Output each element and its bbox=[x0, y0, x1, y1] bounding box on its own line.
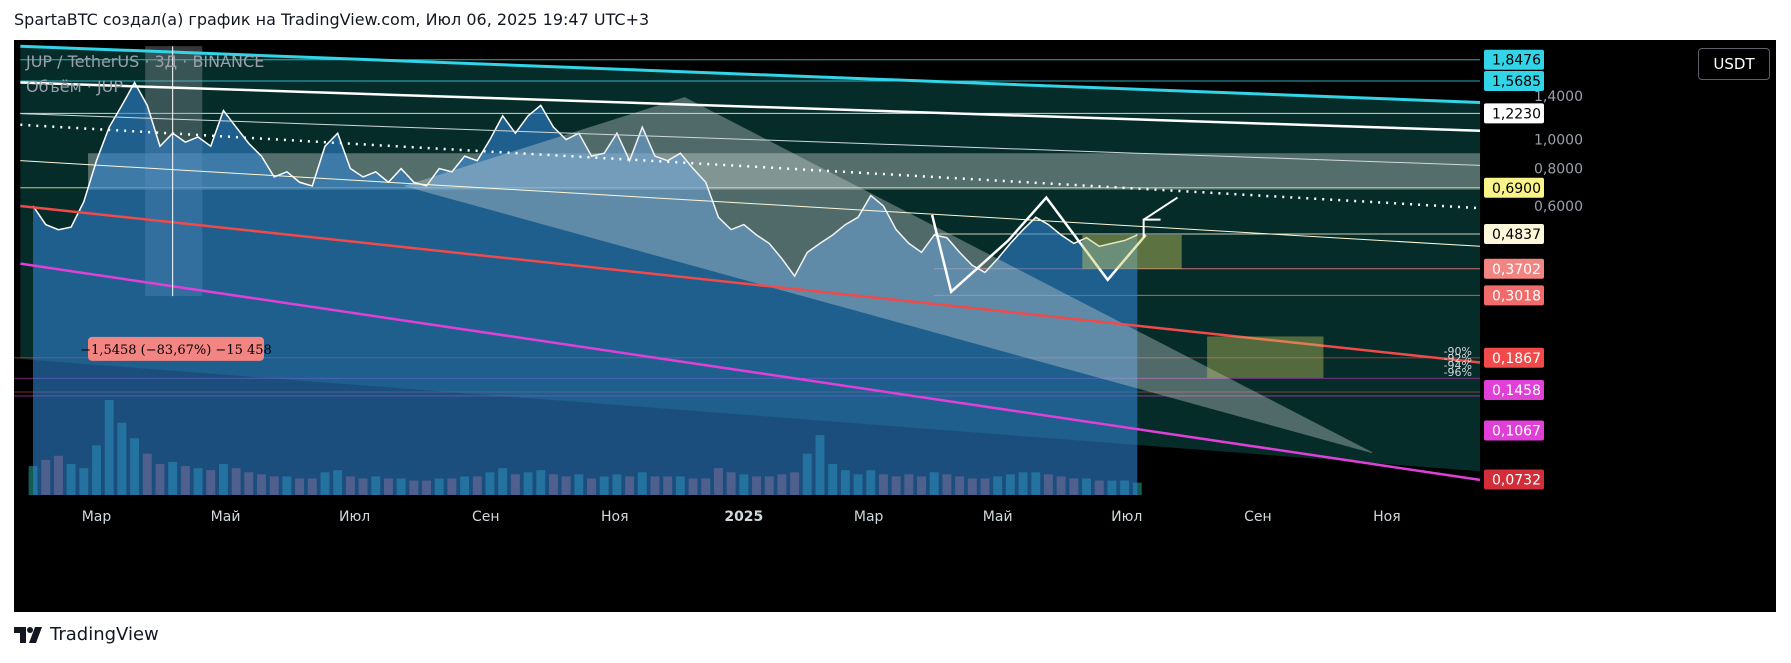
x-tick-label: Июл bbox=[1111, 509, 1142, 525]
price-label-bg bbox=[1484, 420, 1544, 441]
price-label-bg bbox=[1484, 379, 1544, 400]
price-label: 0,1867 bbox=[1492, 351, 1541, 367]
breakout-box bbox=[1082, 234, 1182, 269]
y-tick-label: 0,6000 bbox=[1534, 199, 1583, 215]
x-tick-label: Сен bbox=[1244, 509, 1272, 525]
arrow-shaft bbox=[1143, 196, 1179, 221]
tradingview-footer[interactable]: TradingView bbox=[14, 624, 159, 645]
chart-attribution: SpartaBTC создал(а) график на TradingVie… bbox=[14, 10, 650, 29]
fib-label: -92% bbox=[1444, 352, 1472, 365]
w-pattern bbox=[930, 195, 1147, 295]
price-label: 1,5685 bbox=[1492, 74, 1541, 90]
x-tick-label: Ноя bbox=[601, 509, 629, 525]
magenta-trendline bbox=[20, 262, 1481, 482]
price-label: 0,1458 bbox=[1492, 383, 1541, 399]
price-label-bg bbox=[1484, 177, 1544, 198]
y-tick-label: 0,8000 bbox=[1534, 162, 1583, 178]
fib-label: -94% bbox=[1444, 359, 1472, 372]
thin-lower-line bbox=[20, 160, 1481, 247]
wedge-pattern bbox=[403, 97, 1373, 454]
red-trendline bbox=[20, 204, 1481, 364]
fib-label: -90% bbox=[1444, 345, 1472, 358]
x-tick-label: Мар bbox=[854, 509, 884, 525]
cyan-trendline bbox=[20, 44, 1481, 104]
arrow-head bbox=[1142, 218, 1161, 238]
x-tick-label: 2025 bbox=[724, 509, 763, 525]
price-label-bg bbox=[1484, 285, 1544, 306]
thin-channel-line bbox=[20, 113, 1481, 166]
price-label: 1,2230 bbox=[1492, 106, 1541, 122]
price-label-bg bbox=[1484, 103, 1544, 124]
currency-button[interactable]: USDT bbox=[1698, 48, 1770, 80]
volume-legend[interactable]: Объём · JUP bbox=[26, 77, 124, 96]
price-label: 0,6900 bbox=[1492, 181, 1541, 197]
footer-brand: TradingView bbox=[50, 624, 159, 645]
price-label-bg bbox=[1484, 347, 1544, 368]
price-label: 0,1067 bbox=[1492, 424, 1541, 440]
y-tick-label: 1,0000 bbox=[1534, 133, 1583, 149]
price-label: 0,3018 bbox=[1492, 288, 1541, 304]
volume-bar bbox=[28, 466, 38, 495]
measure-label-bg bbox=[88, 336, 264, 361]
x-tick-label: Май bbox=[211, 509, 241, 525]
price-label-bg bbox=[1484, 469, 1544, 490]
price-chart[interactable]: −1,5458 (−83,67%) −15 458 -90%-92%-94%-96… bbox=[14, 40, 1776, 612]
price-label: 0,4837 bbox=[1492, 227, 1541, 243]
price-label-bg bbox=[1484, 49, 1544, 70]
symbol-legend[interactable]: JUP / TetherUS · 3Д · BINANCE bbox=[26, 52, 265, 71]
tradingview-logo-icon bbox=[14, 626, 42, 643]
x-tick-label: Июл bbox=[339, 509, 370, 525]
target-box bbox=[1207, 336, 1324, 378]
price-label-bg bbox=[1484, 223, 1544, 244]
x-tick-label: Сен bbox=[472, 509, 500, 525]
price-label-bg bbox=[1484, 71, 1544, 92]
price-label: 1,8476 bbox=[1492, 53, 1541, 69]
price-line bbox=[32, 81, 1138, 278]
price-label: 0,0732 bbox=[1492, 473, 1541, 489]
price-label-bg bbox=[1484, 258, 1544, 279]
x-tick-label: Ноя bbox=[1373, 509, 1401, 525]
y-tick-label: 1,4000 bbox=[1534, 89, 1583, 105]
x-tick-label: Май bbox=[983, 509, 1013, 525]
x-tick-label: Мар bbox=[82, 509, 112, 525]
white-trendline bbox=[20, 81, 1481, 132]
measure-label: −1,5458 (−83,67%) −15 458 bbox=[80, 343, 272, 358]
price-label: 0,3702 bbox=[1492, 262, 1541, 278]
fib-label: -96% bbox=[1444, 366, 1472, 379]
volume-bar bbox=[1132, 482, 1142, 495]
chart-panel[interactable]: −1,5458 (−83,67%) −15 458 -90% -92% -94% -96… bbox=[14, 40, 1776, 612]
